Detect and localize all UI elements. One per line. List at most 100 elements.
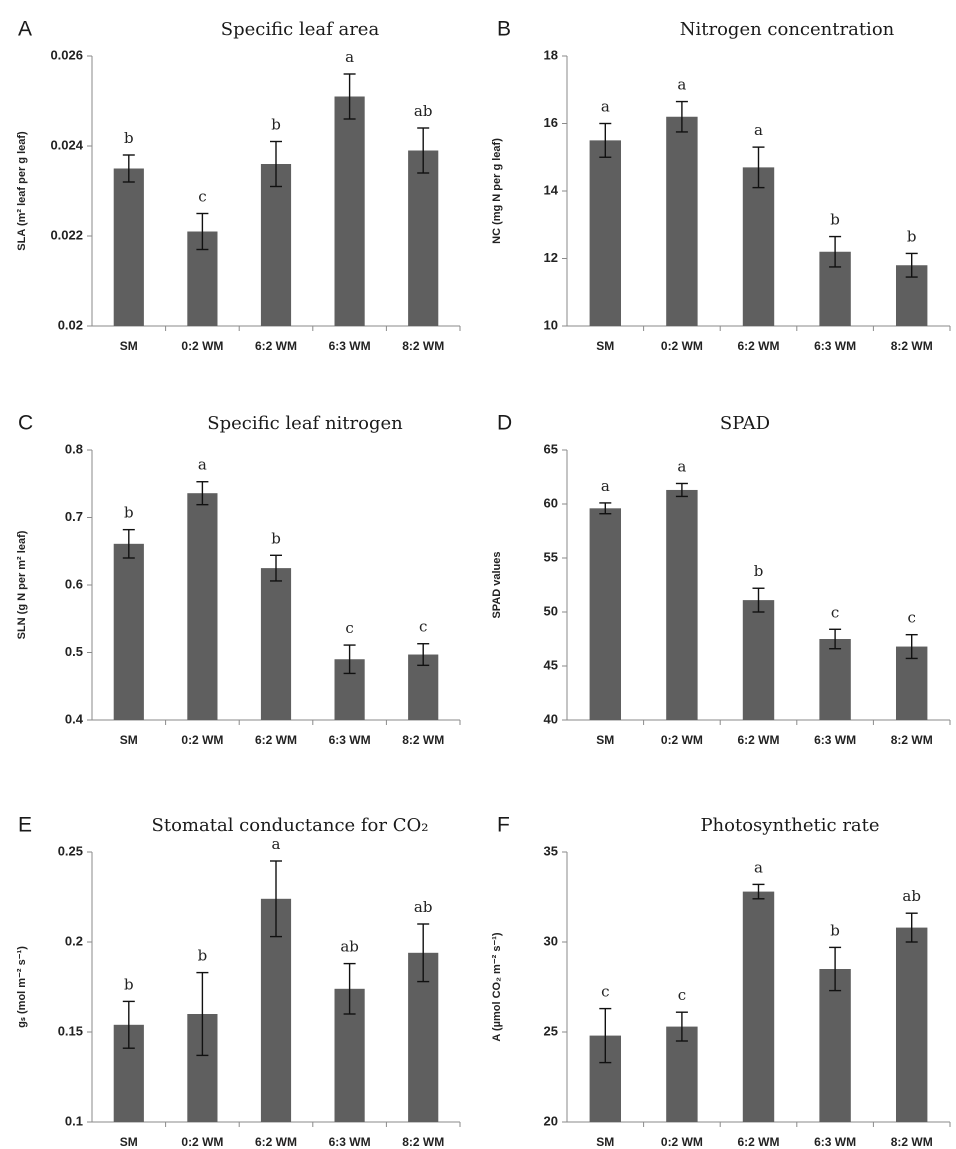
y-tick-label: 0.5 [65, 644, 83, 659]
bar [666, 1026, 698, 1122]
category-label: SM [596, 733, 614, 747]
panel-e: E Stomatal conductance for CO₂ 0.1 0.15 0.2 0… [16, 814, 461, 1149]
significance-label: c [198, 188, 206, 206]
significance-label: b [271, 529, 281, 547]
y-tick-label: 0.6 [65, 576, 83, 591]
category-label: 8:2 WM [402, 339, 444, 353]
y-tick-label: 0.25 [58, 843, 83, 858]
significance-label: a [345, 48, 354, 66]
significance-label: a [601, 98, 610, 116]
significance-label: c [419, 618, 427, 636]
significance-label: b [124, 975, 134, 993]
panel-c: C Specific leaf nitrogen 0.4 0.5 0.6 0.7 0.8 SL… [16, 412, 461, 747]
bar [742, 167, 775, 326]
panel-letter: D [497, 412, 512, 435]
bar [819, 969, 851, 1122]
panel-title: Photosynthetic rate [700, 815, 879, 836]
category-label: 0:2 WM [661, 733, 703, 747]
bar [589, 508, 622, 720]
panel-d: D SPAD 40 45 50 55 60 65 SPAD values SM a 0:2 WM a 6:… [491, 412, 951, 747]
y-tick-label: 0.02 [58, 317, 83, 332]
category-label: 6:2 WM [255, 733, 297, 747]
y-tick-label: 0.8 [65, 441, 83, 456]
y-tick-label: 60 [544, 495, 558, 510]
y-tick-label: 45 [544, 657, 558, 672]
panel-title: Specific leaf nitrogen [207, 413, 403, 434]
y-tick-label: 0.15 [58, 1023, 83, 1038]
y-tick-label: 35 [544, 843, 558, 858]
y-axis-label: SLN (g N per m² leaf) [16, 530, 28, 639]
category-label: 6:3 WM [329, 339, 371, 353]
category-label: 6:3 WM [814, 733, 856, 747]
panel-title: Specific leaf area [221, 19, 380, 40]
y-axis-label: gₛ (mol m⁻² s⁻¹) [16, 946, 28, 1028]
bar [666, 116, 698, 326]
y-tick-label: 0.1 [65, 1113, 83, 1128]
category-label: 8:2 WM [402, 1135, 444, 1149]
panel-title: Stomatal conductance for CO₂ [152, 815, 429, 836]
significance-label: a [272, 835, 281, 853]
significance-label: a [754, 858, 763, 876]
bar [334, 96, 365, 326]
category-label: 6:2 WM [738, 733, 780, 747]
significance-label: ab [414, 102, 433, 120]
y-axis-label: A (µmol CO₂ m⁻² s⁻¹) [491, 932, 503, 1042]
category-label: 6:2 WM [738, 1135, 780, 1149]
bar [187, 493, 218, 720]
significance-label: ab [414, 898, 433, 916]
panel-a: A Specific leaf area 0.02 0.022 0.024 0.026 SL… [16, 18, 461, 353]
y-tick-label: 0.024 [50, 137, 83, 152]
category-label: 6:3 WM [814, 339, 856, 353]
significance-label: c [831, 603, 839, 621]
significance-label: b [124, 129, 134, 147]
category-label: 0:2 WM [661, 339, 703, 353]
y-tick-label: 18 [544, 47, 558, 62]
y-tick-label: 14 [544, 182, 559, 197]
y-tick-label: 0.4 [65, 711, 84, 726]
panel-title: Nitrogen concentration [680, 19, 895, 40]
category-label: 8:2 WM [891, 733, 933, 747]
significance-label: ab [340, 938, 359, 956]
y-tick-label: 16 [544, 115, 558, 130]
y-tick-label: 0.2 [65, 933, 83, 948]
significance-label: b [198, 947, 208, 965]
panel-letter: F [497, 814, 510, 837]
bar [589, 140, 622, 326]
significance-label: b [830, 211, 840, 229]
significance-label: b [754, 562, 764, 580]
category-label: 6:3 WM [329, 1135, 371, 1149]
y-tick-label: 25 [544, 1023, 558, 1038]
category-label: SM [596, 339, 614, 353]
bar [666, 489, 698, 720]
bar [113, 168, 144, 326]
category-label: 6:3 WM [814, 1135, 856, 1149]
y-tick-label: 0.026 [50, 47, 83, 62]
category-label: 0:2 WM [181, 1135, 223, 1149]
significance-label: a [198, 456, 207, 474]
y-tick-label: 40 [544, 711, 558, 726]
y-tick-label: 65 [544, 441, 558, 456]
significance-label: a [601, 477, 610, 495]
bar [408, 150, 439, 326]
category-label: 0:2 WM [661, 1135, 703, 1149]
bar [895, 927, 928, 1122]
y-tick-label: 55 [544, 549, 558, 564]
significance-label: c [345, 619, 353, 637]
y-axis-label: SPAD values [491, 551, 503, 618]
y-tick-label: 20 [544, 1113, 558, 1128]
significance-label: a [677, 457, 686, 475]
bar [819, 639, 851, 720]
category-label: SM [120, 339, 138, 353]
y-axis-label: NC (mg N per g leaf) [491, 138, 503, 244]
y-tick-label: 30 [544, 933, 558, 948]
category-label: 8:2 WM [402, 733, 444, 747]
bar [260, 568, 292, 720]
significance-label: c [678, 986, 686, 1004]
y-tick-label: 10 [544, 317, 558, 332]
category-label: SM [596, 1135, 614, 1149]
significance-label: b [271, 116, 281, 134]
bar [742, 600, 775, 720]
panel-f: F Photosynthetic rate 20 25 30 35 A (µmol CO₂ … [491, 814, 951, 1149]
significance-label: b [124, 504, 134, 522]
